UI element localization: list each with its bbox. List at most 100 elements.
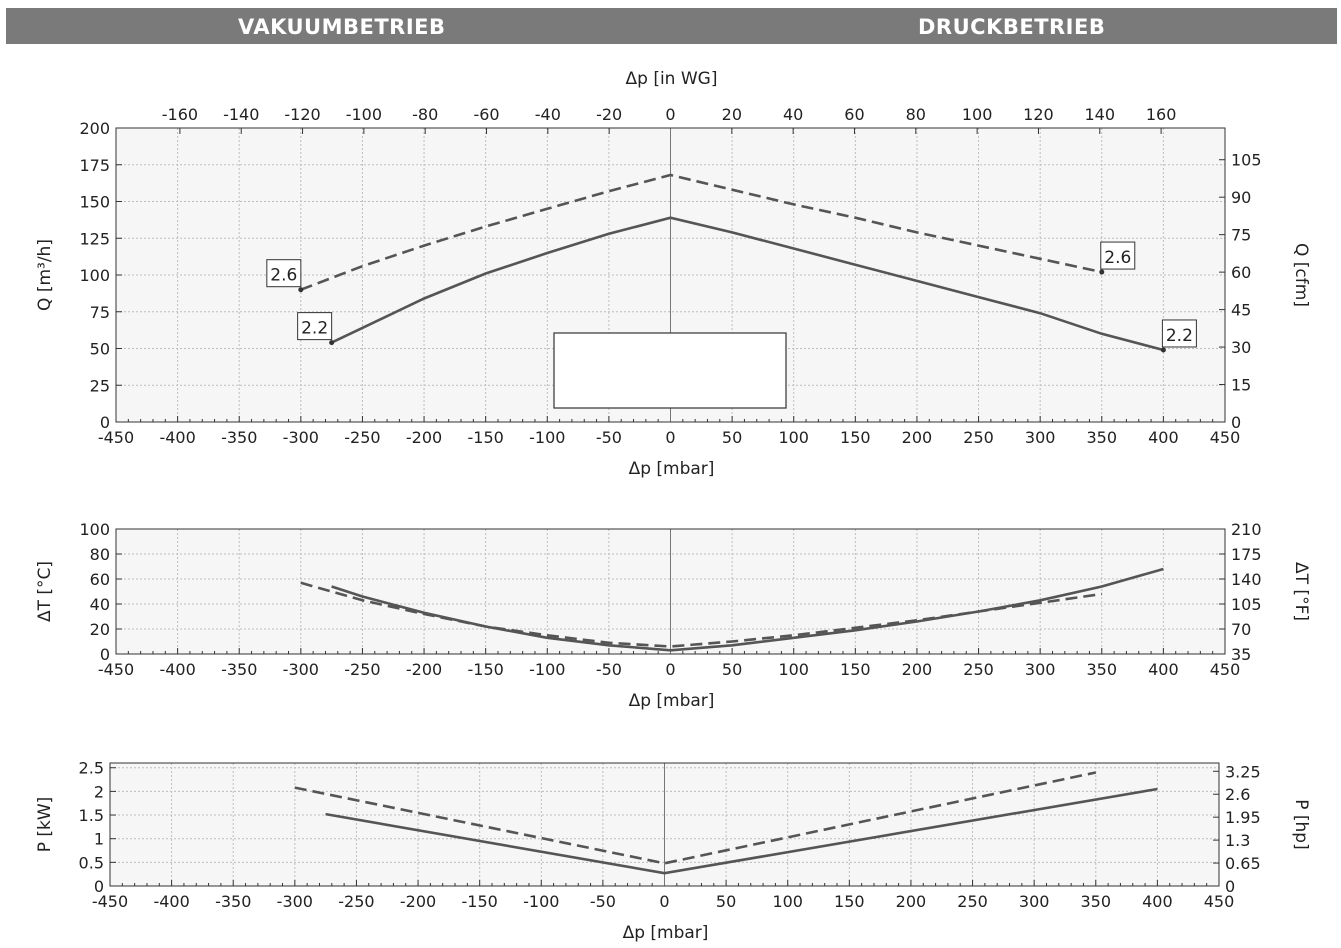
flow-x-tick-label: 100: [778, 428, 809, 447]
flow-y-tick-label: 50: [90, 340, 110, 359]
power-right-tick-label: 1.95: [1225, 808, 1261, 827]
flow-label-box: [1161, 319, 1197, 348]
flow-top-tick-label: -120: [284, 105, 320, 124]
blank-legend-box: [553, 332, 787, 409]
temperature-series-solid-line: [331, 567, 1164, 652]
temperature-y-tick-label: 80: [90, 545, 110, 564]
temperature-x-tick-label: 300: [1025, 660, 1056, 679]
flow-x-tick-label: -300: [283, 428, 319, 447]
flow-x-tick-label: -400: [159, 428, 195, 447]
flow-y-tick-label: 200: [79, 119, 110, 138]
flow-x-tick-label: 350: [1087, 428, 1118, 447]
flow-top-tick-label: -140: [223, 105, 259, 124]
power-x-tick-label: -350: [215, 892, 251, 911]
temperature-x-tick-label: 150: [840, 660, 871, 679]
power-x-tick-label: 350: [1081, 892, 1112, 911]
vacuum-mode-title: VAKUUMBETRIEB: [238, 15, 446, 39]
flow-label-text: 2.6: [1104, 248, 1131, 268]
power-x-tick-label: -300: [277, 892, 313, 911]
flow-top-tick-label: -20: [596, 105, 622, 124]
power-right-tick-label: 3.25: [1225, 762, 1261, 781]
flow-series-dashed-line: [300, 173, 1103, 291]
flow-series-solid-line: [331, 216, 1164, 352]
flow-x-axis-label: Δp [mbar]: [629, 459, 715, 479]
temperature-right-tick-label: 210: [1231, 520, 1262, 539]
power-x-tick-label: -250: [338, 892, 374, 911]
flow-top-tick-label: 120: [1023, 105, 1054, 124]
power-y-tick-label: 2: [94, 782, 104, 801]
temperature-x-tick-label: -100: [529, 660, 565, 679]
power-x-axis-label: Δp [mbar]: [623, 923, 709, 943]
temperature-y-tick-label: 0: [100, 645, 110, 664]
power-x-tick-label: -200: [400, 892, 436, 911]
flow-top-tick-label: 20: [722, 105, 742, 124]
power-y-tick-label: 2.5: [79, 759, 104, 778]
flow-x-tick-label: 200: [902, 428, 933, 447]
flow-x-tick-label: -50: [596, 428, 622, 447]
power-series-dashed-line: [294, 771, 1097, 865]
flow-frame: [115, 127, 1226, 423]
power-y-axis-label: P [kW]: [35, 797, 55, 853]
flow-right-tick-label: 75: [1231, 226, 1251, 245]
power-x-tick-label: 400: [1142, 892, 1173, 911]
flow-top-axis-label: Δp [in WG]: [626, 69, 718, 89]
flow-top-tick-label: 160: [1146, 105, 1177, 124]
flow-y-tick-label: 0: [100, 413, 110, 432]
temperature-x-tick-label: 200: [902, 660, 933, 679]
power-x-tick-label: -50: [590, 892, 616, 911]
temperature-y-axis-label: ΔT [°C]: [35, 561, 55, 622]
power-x-tick-label: 150: [834, 892, 865, 911]
power-x-tick-label: 100: [772, 892, 803, 911]
power-x-tick-label: 300: [1019, 892, 1050, 911]
power-y-tick-label: 1.5: [79, 806, 104, 825]
flow-label-box: [266, 259, 302, 288]
temperature-right-tick-label: 175: [1231, 545, 1262, 564]
flow-x-tick-label: -350: [221, 428, 257, 447]
flow-label-text: 2.6: [270, 266, 297, 286]
flow-x-tick-label: 400: [1148, 428, 1179, 447]
flow-x-tick-label: -150: [468, 428, 504, 447]
power-x-tick-label: 50: [716, 892, 736, 911]
power-right-tick-label: 1.3: [1225, 831, 1250, 850]
flow-y-tick-label: 25: [90, 376, 110, 395]
flow-right-tick-label: 60: [1231, 263, 1251, 282]
temperature-right-tick-label: 105: [1231, 595, 1262, 614]
mode-banner: VAKUUMBETRIEB DRUCKBETRIEB: [6, 8, 1337, 44]
temperature-x-tick-label: -300: [283, 660, 319, 679]
flow-label-point: [298, 287, 304, 293]
flow-y-tick-label: 75: [90, 303, 110, 322]
flow-right-axis-label: Q [cfm]: [1291, 243, 1311, 307]
temperature-y-tick-label: 60: [90, 570, 110, 589]
flow-label-point: [1160, 347, 1166, 353]
flow-top-tick-label: 0: [665, 105, 675, 124]
flow-label-box: [1100, 241, 1136, 270]
flow-top-tick-label: 80: [906, 105, 926, 124]
temperature-x-tick-label: -450: [98, 660, 134, 679]
flow-right-tick-label: 45: [1231, 301, 1251, 320]
flow-x-tick-label: 450: [1210, 428, 1241, 447]
power-x-tick-label: -150: [462, 892, 498, 911]
power-y-tick-label: 0.5: [79, 853, 104, 872]
flow-x-tick-label: 150: [840, 428, 871, 447]
power-right-tick-label: 0: [1225, 877, 1235, 896]
flow-top-tick-label: -80: [412, 105, 438, 124]
temperature-x-tick-label: 250: [963, 660, 994, 679]
flow-right-tick-label: 90: [1231, 188, 1251, 207]
power-right-tick-label: 2.6: [1225, 785, 1250, 804]
flow-y-axis-label: Q [m³/h]: [35, 239, 55, 311]
power-x-tick-label: 200: [896, 892, 927, 911]
flow-x-tick-label: 300: [1025, 428, 1056, 447]
power-x-tick-label: -450: [92, 892, 128, 911]
temperature-x-tick-label: 0: [665, 660, 675, 679]
flow-top-tick-label: 40: [783, 105, 803, 124]
temperature-x-tick-label: 450: [1210, 660, 1241, 679]
power-x-tick-label: -400: [153, 892, 189, 911]
temperature-y-tick-label: 100: [79, 520, 110, 539]
flow-right-tick-label: 15: [1231, 376, 1251, 395]
temperature-x-tick-label: 100: [778, 660, 809, 679]
flow-x-tick-label: 50: [722, 428, 742, 447]
flow-label-point: [329, 340, 335, 346]
flow-x-tick-label: -450: [98, 428, 134, 447]
temperature-x-tick-label: -200: [406, 660, 442, 679]
